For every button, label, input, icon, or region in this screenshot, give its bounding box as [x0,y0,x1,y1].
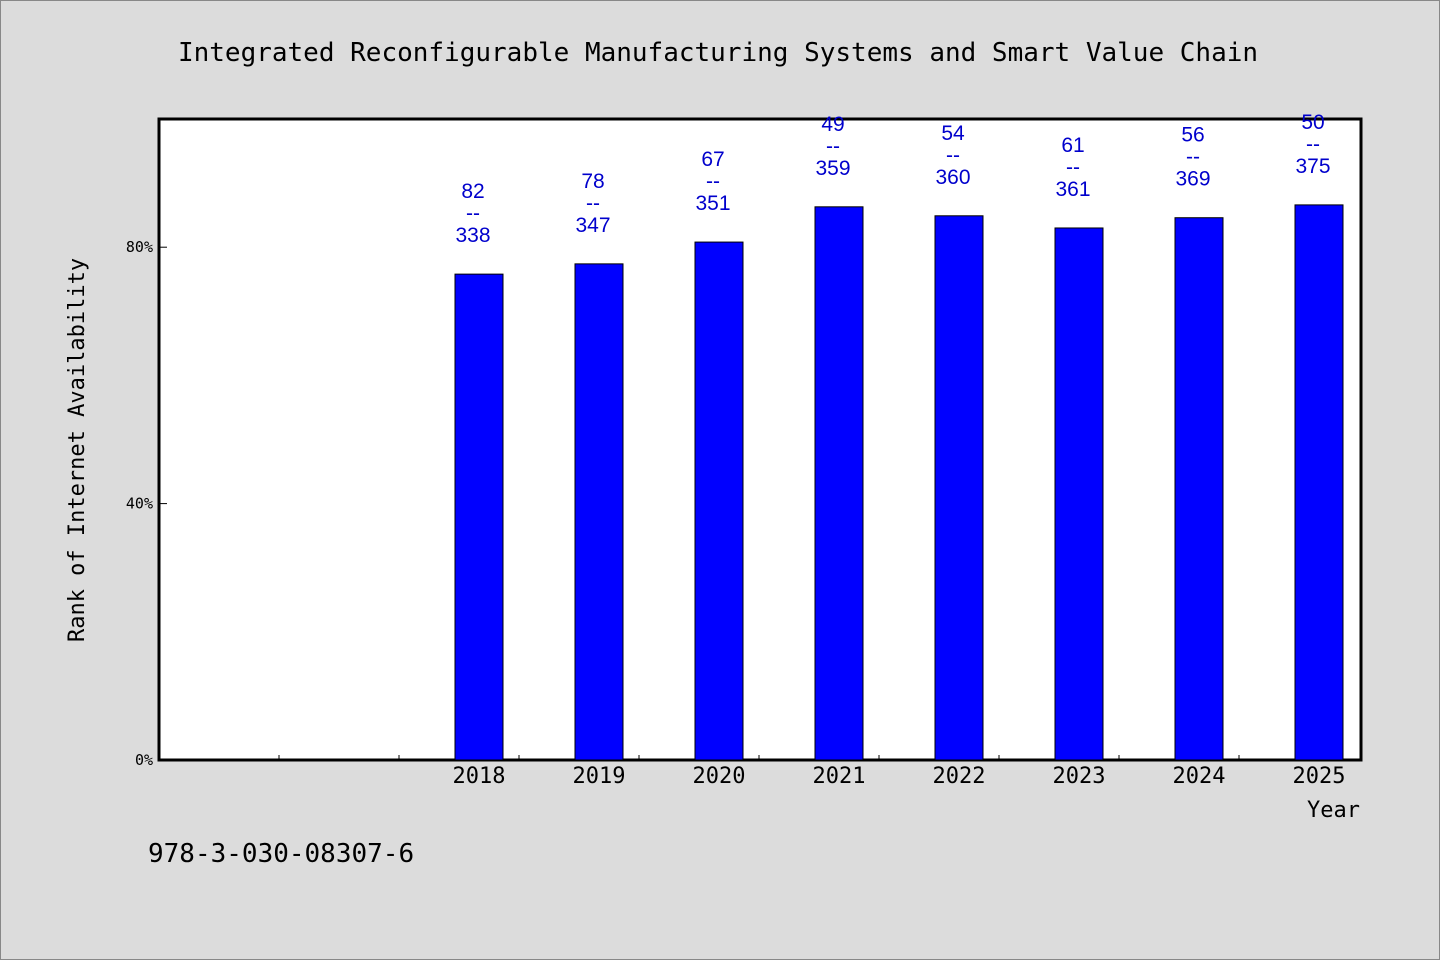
bar-label-bottom: 361 [1055,178,1090,201]
bar-label-mid: -- [1066,156,1080,179]
bar-label-top: 78 [581,170,604,193]
bar-2019 [574,263,624,761]
bar-2023 [1054,227,1104,761]
y-axis: 0% 40% 80% [126,238,167,769]
bar-2020 [694,241,744,761]
bar-label-bottom: 369 [1175,168,1210,191]
bar-label-top: 61 [1061,134,1084,157]
x-tick-label: 2023 [1053,764,1106,789]
bar-label-top: 67 [701,148,724,171]
bar-label-mid: -- [706,170,720,193]
bar-label-bottom: 351 [695,192,730,215]
bar-2022 [934,215,984,761]
bar-2024 [1174,217,1224,761]
bar-label-mid: -- [826,135,840,158]
y-tick-label: 40% [126,495,153,513]
x-tick-label: 2018 [453,764,506,789]
x-tick-label: 2019 [573,764,626,789]
bar-label-mid: -- [1306,133,1320,156]
x-tick-label: 2024 [1173,764,1226,789]
bar-label-top: 50 [1301,111,1324,134]
bar-label-top: 82 [461,180,484,203]
bar-label-top: 49 [821,113,844,136]
y-tick-label: 80% [126,238,153,256]
bar-label-mid: -- [466,202,480,225]
plot-area [157,117,1363,762]
bar-label-bottom: 347 [575,214,610,237]
x-tick-label: 2021 [813,764,866,789]
x-tick-label: 2020 [693,764,746,789]
x-tick-label: 2025 [1293,764,1346,789]
bar-2025 [1294,204,1344,761]
bar-labels-layer: 82--33878--34767--35149--35954--36061--3… [455,111,1330,247]
y-axis-title: Rank of Internet Availability [65,258,90,642]
chart-title: Integrated Reconfigurable Manufacturing … [178,38,1258,68]
bar-label-mid: -- [586,192,600,215]
bar-label-bottom: 338 [455,224,490,247]
bar-2018 [454,273,504,761]
bar-label-mid: -- [946,144,960,167]
bar-label-top: 56 [1181,124,1204,147]
bar-label-mid: -- [1186,146,1200,169]
isbn-text: 978-3-030-08307-6 [148,839,414,869]
x-tick-label: 2022 [933,764,986,789]
x-axis-title: Year [1307,798,1360,823]
bar-label-bottom: 375 [1295,155,1330,178]
y-tick-label: 0% [135,751,153,769]
bar-label-bottom: 359 [815,157,850,180]
bar-label-top: 54 [941,122,965,145]
bar-2021 [814,206,864,761]
x-axis: 2018 2019 2020 2021 2022 2023 2024 2025 [278,755,1346,789]
bars-layer [454,204,1344,761]
bar-label-bottom: 360 [935,166,970,189]
